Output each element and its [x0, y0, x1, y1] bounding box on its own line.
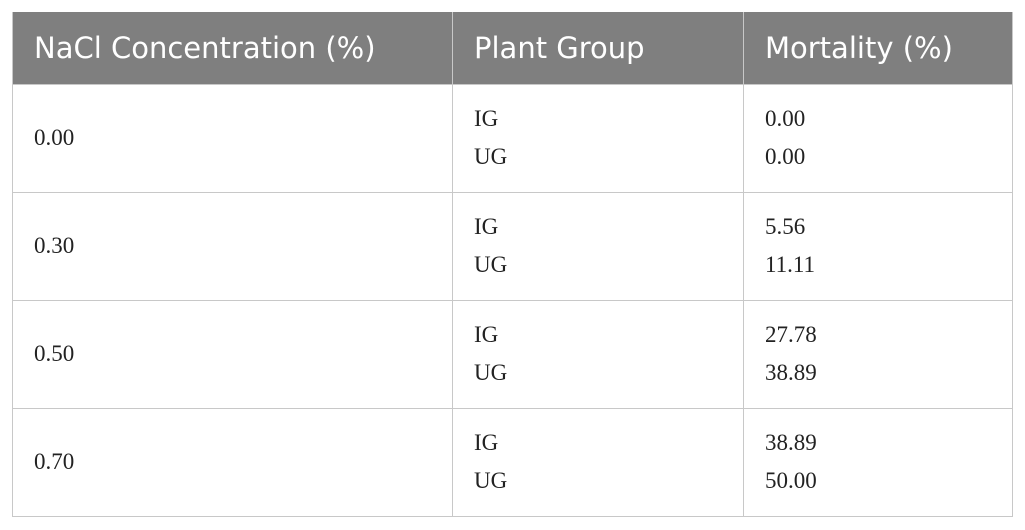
table-row: 0.30 IG UG 5.56 11.11 [12, 191, 1013, 301]
table-row: 0.70 IG UG 38.89 50.00 [12, 407, 1013, 517]
cell-line: UG [474, 468, 508, 493]
table-cell: 0.30 [12, 191, 453, 301]
cell-line: 0.00 [765, 144, 806, 169]
table-cell: IG UG [452, 83, 744, 193]
table-cell: 0.00 0.00 [743, 83, 1013, 193]
header-cell: Plant Group [452, 12, 744, 84]
table-cell: 0.50 [12, 299, 453, 409]
table-cell: 5.56 11.11 [743, 191, 1013, 301]
data-table: NaCl Concentration (%) Plant Group Mortali… [12, 12, 1013, 517]
cell-line: 11.11 [765, 252, 816, 277]
cell-line: IG [474, 214, 499, 239]
cell-line: 38.89 [765, 360, 817, 385]
table-body: 0.00 IG UG 0.00 0.00 0.30 IG UG 5.56 11.11 0.50 IG U… [12, 83, 1013, 517]
cell-line: IG [474, 106, 499, 131]
cell-line: IG [474, 430, 499, 455]
table-cell: IG UG [452, 191, 744, 301]
cell-line: UG [474, 144, 508, 169]
cell-line: 38.89 [765, 430, 817, 455]
table-cell: IG UG [452, 299, 744, 409]
header-cell: Mortality (%) [743, 12, 1013, 84]
table-cell: IG UG [452, 407, 744, 517]
cell-line: IG [474, 322, 499, 347]
cell-line: 5.56 [765, 214, 806, 239]
cell-line: UG [474, 360, 508, 385]
table-cell: 0.00 [12, 83, 453, 193]
header-row: NaCl Concentration (%) Plant Group Mortali… [12, 12, 1013, 84]
table-cell: 38.89 50.00 [743, 407, 1013, 517]
cell-line: UG [474, 252, 508, 277]
table-row: 0.00 IG UG 0.00 0.00 [12, 83, 1013, 193]
cell-line: 50.00 [765, 468, 817, 493]
table-cell: 27.78 38.89 [743, 299, 1013, 409]
table-cell: 0.70 [12, 407, 453, 517]
cell-line: 0.00 [765, 106, 806, 131]
table-row: 0.50 IG UG 27.78 38.89 [12, 299, 1013, 409]
header-cell: NaCl Concentration (%) [12, 12, 453, 84]
cell-line: 27.78 [765, 322, 817, 347]
